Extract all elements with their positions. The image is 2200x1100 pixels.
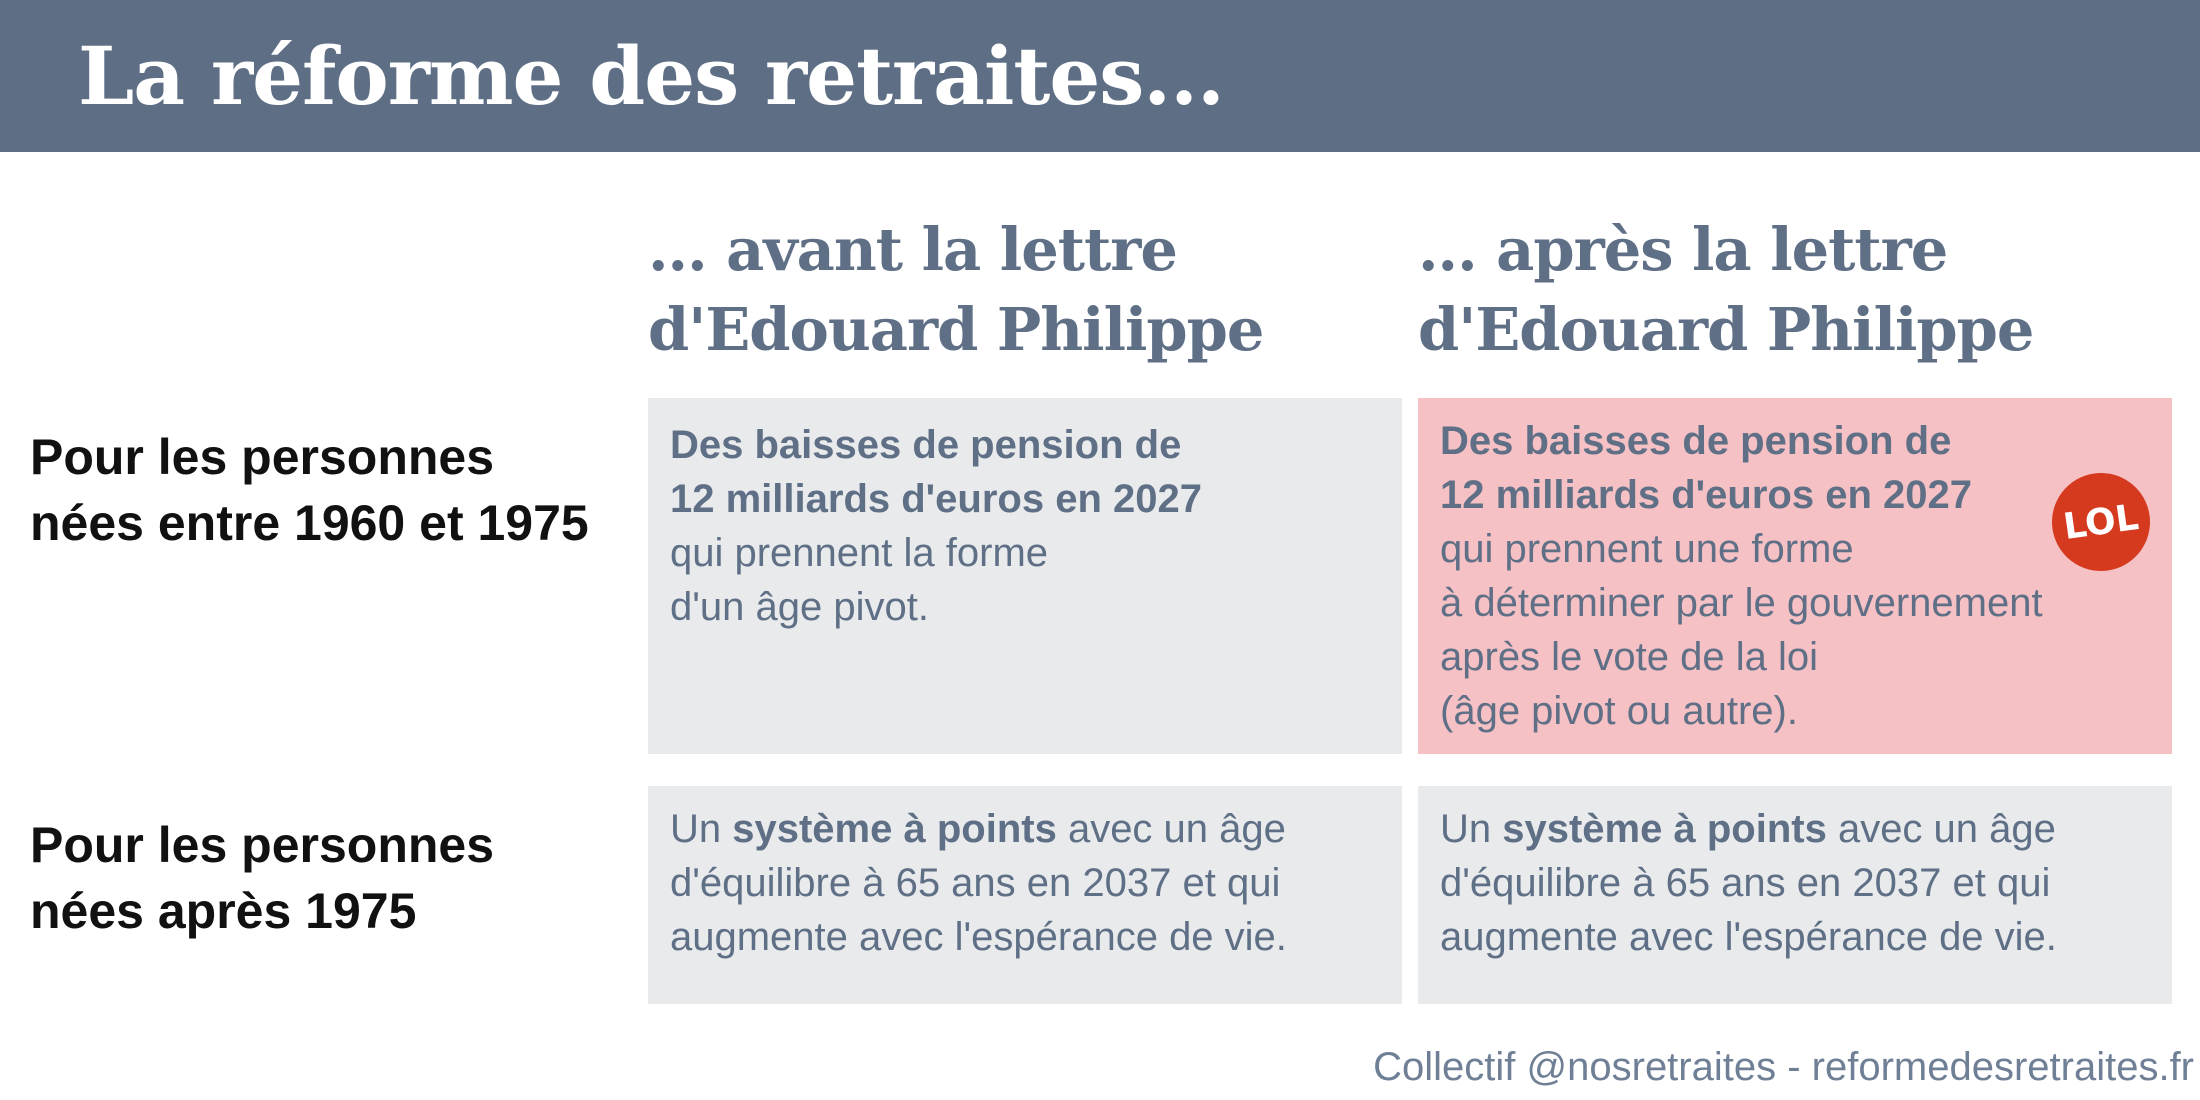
cell-row1-after-text1: qui prennent une forme bbox=[1440, 527, 1854, 571]
row-label-after-1975: Pour les personnes nées après 1975 bbox=[30, 812, 640, 944]
row-label-1960-1975: Pour les personnes nées entre 1960 et 19… bbox=[30, 424, 640, 556]
column-header-before: ... avant la lettre d'Edouard Philippe bbox=[648, 210, 1408, 370]
cell-row1-after: Des baisses de pension de 12 milliards d… bbox=[1418, 398, 2172, 754]
cell-row2-after-pre: Un bbox=[1440, 807, 1503, 851]
cell-row2-before-bold: système à points bbox=[732, 807, 1057, 851]
page-title: La réforme des retraites... bbox=[78, 29, 1225, 123]
cell-row1-before: Des baisses de pension de 12 milliards d… bbox=[648, 398, 1402, 754]
row-label-1960-1975-line2: nées entre 1960 et 1975 bbox=[30, 495, 589, 551]
row-label-after-1975-line2: nées après 1975 bbox=[30, 883, 417, 939]
column-header-before-line2: d'Edouard Philippe bbox=[648, 295, 1264, 364]
cell-row2-after-line3: augmente avec l'espérance de vie. bbox=[1440, 915, 2057, 959]
cell-row2-after-post: avec un âge bbox=[1826, 807, 2056, 851]
cell-row1-before-text1: qui prennent la forme bbox=[670, 531, 1049, 575]
column-header-after-line1: ... après la lettre bbox=[1418, 215, 1948, 284]
cell-row2-after-line2: d'équilibre à 65 ans en 2037 et qui bbox=[1440, 861, 2051, 905]
cell-row1-before-bold2: 12 milliards d'euros en 2027 bbox=[670, 477, 1202, 521]
cell-row2-after-line1: Un système à points avec un âge bbox=[1440, 802, 2150, 856]
cell-row2-after: Un système à points avec un âge d'équili… bbox=[1418, 786, 2172, 1004]
cell-row1-after-text3: après le vote de la loi bbox=[1440, 635, 1819, 679]
cell-row1-after-text4: (âge pivot ou autre). bbox=[1440, 689, 1798, 733]
cell-row1-before-text2: d'un âge pivot. bbox=[670, 585, 929, 629]
cell-row2-before: Un système à points avec un âge d'équili… bbox=[648, 786, 1402, 1004]
cell-row2-before-pre: Un bbox=[670, 807, 733, 851]
cell-row1-after-bold1: Des baisses de pension de bbox=[1440, 419, 1952, 463]
cell-row1-after-text2: à déterminer par le gouvernement bbox=[1440, 581, 2043, 625]
column-header-after: ... après la lettre d'Edouard Philippe bbox=[1418, 210, 2178, 370]
cell-row2-before-line3: augmente avec l'espérance de vie. bbox=[670, 915, 1287, 959]
cell-row2-after-bold: système à points bbox=[1502, 807, 1827, 851]
column-header-before-line1: ... avant la lettre bbox=[648, 215, 1178, 284]
cell-row1-before-bold1: Des baisses de pension de bbox=[670, 423, 1182, 467]
row-label-1960-1975-line1: Pour les personnes bbox=[30, 429, 495, 485]
row-label-after-1975-line1: Pour les personnes bbox=[30, 817, 495, 873]
page-header: La réforme des retraites... bbox=[0, 0, 2200, 152]
column-header-after-line2: d'Edouard Philippe bbox=[1418, 295, 2034, 364]
footer-credit: Collectif @nosretraites - reformedesretr… bbox=[1373, 1045, 2194, 1089]
cell-row2-before-post: avec un âge bbox=[1056, 807, 1286, 851]
cell-row2-before-line1: Un système à points avec un âge bbox=[670, 802, 1380, 856]
cell-row2-before-line2: d'équilibre à 65 ans en 2037 et qui bbox=[670, 861, 1281, 905]
cell-row1-after-bold2: 12 milliards d'euros en 2027 bbox=[1440, 473, 1972, 517]
